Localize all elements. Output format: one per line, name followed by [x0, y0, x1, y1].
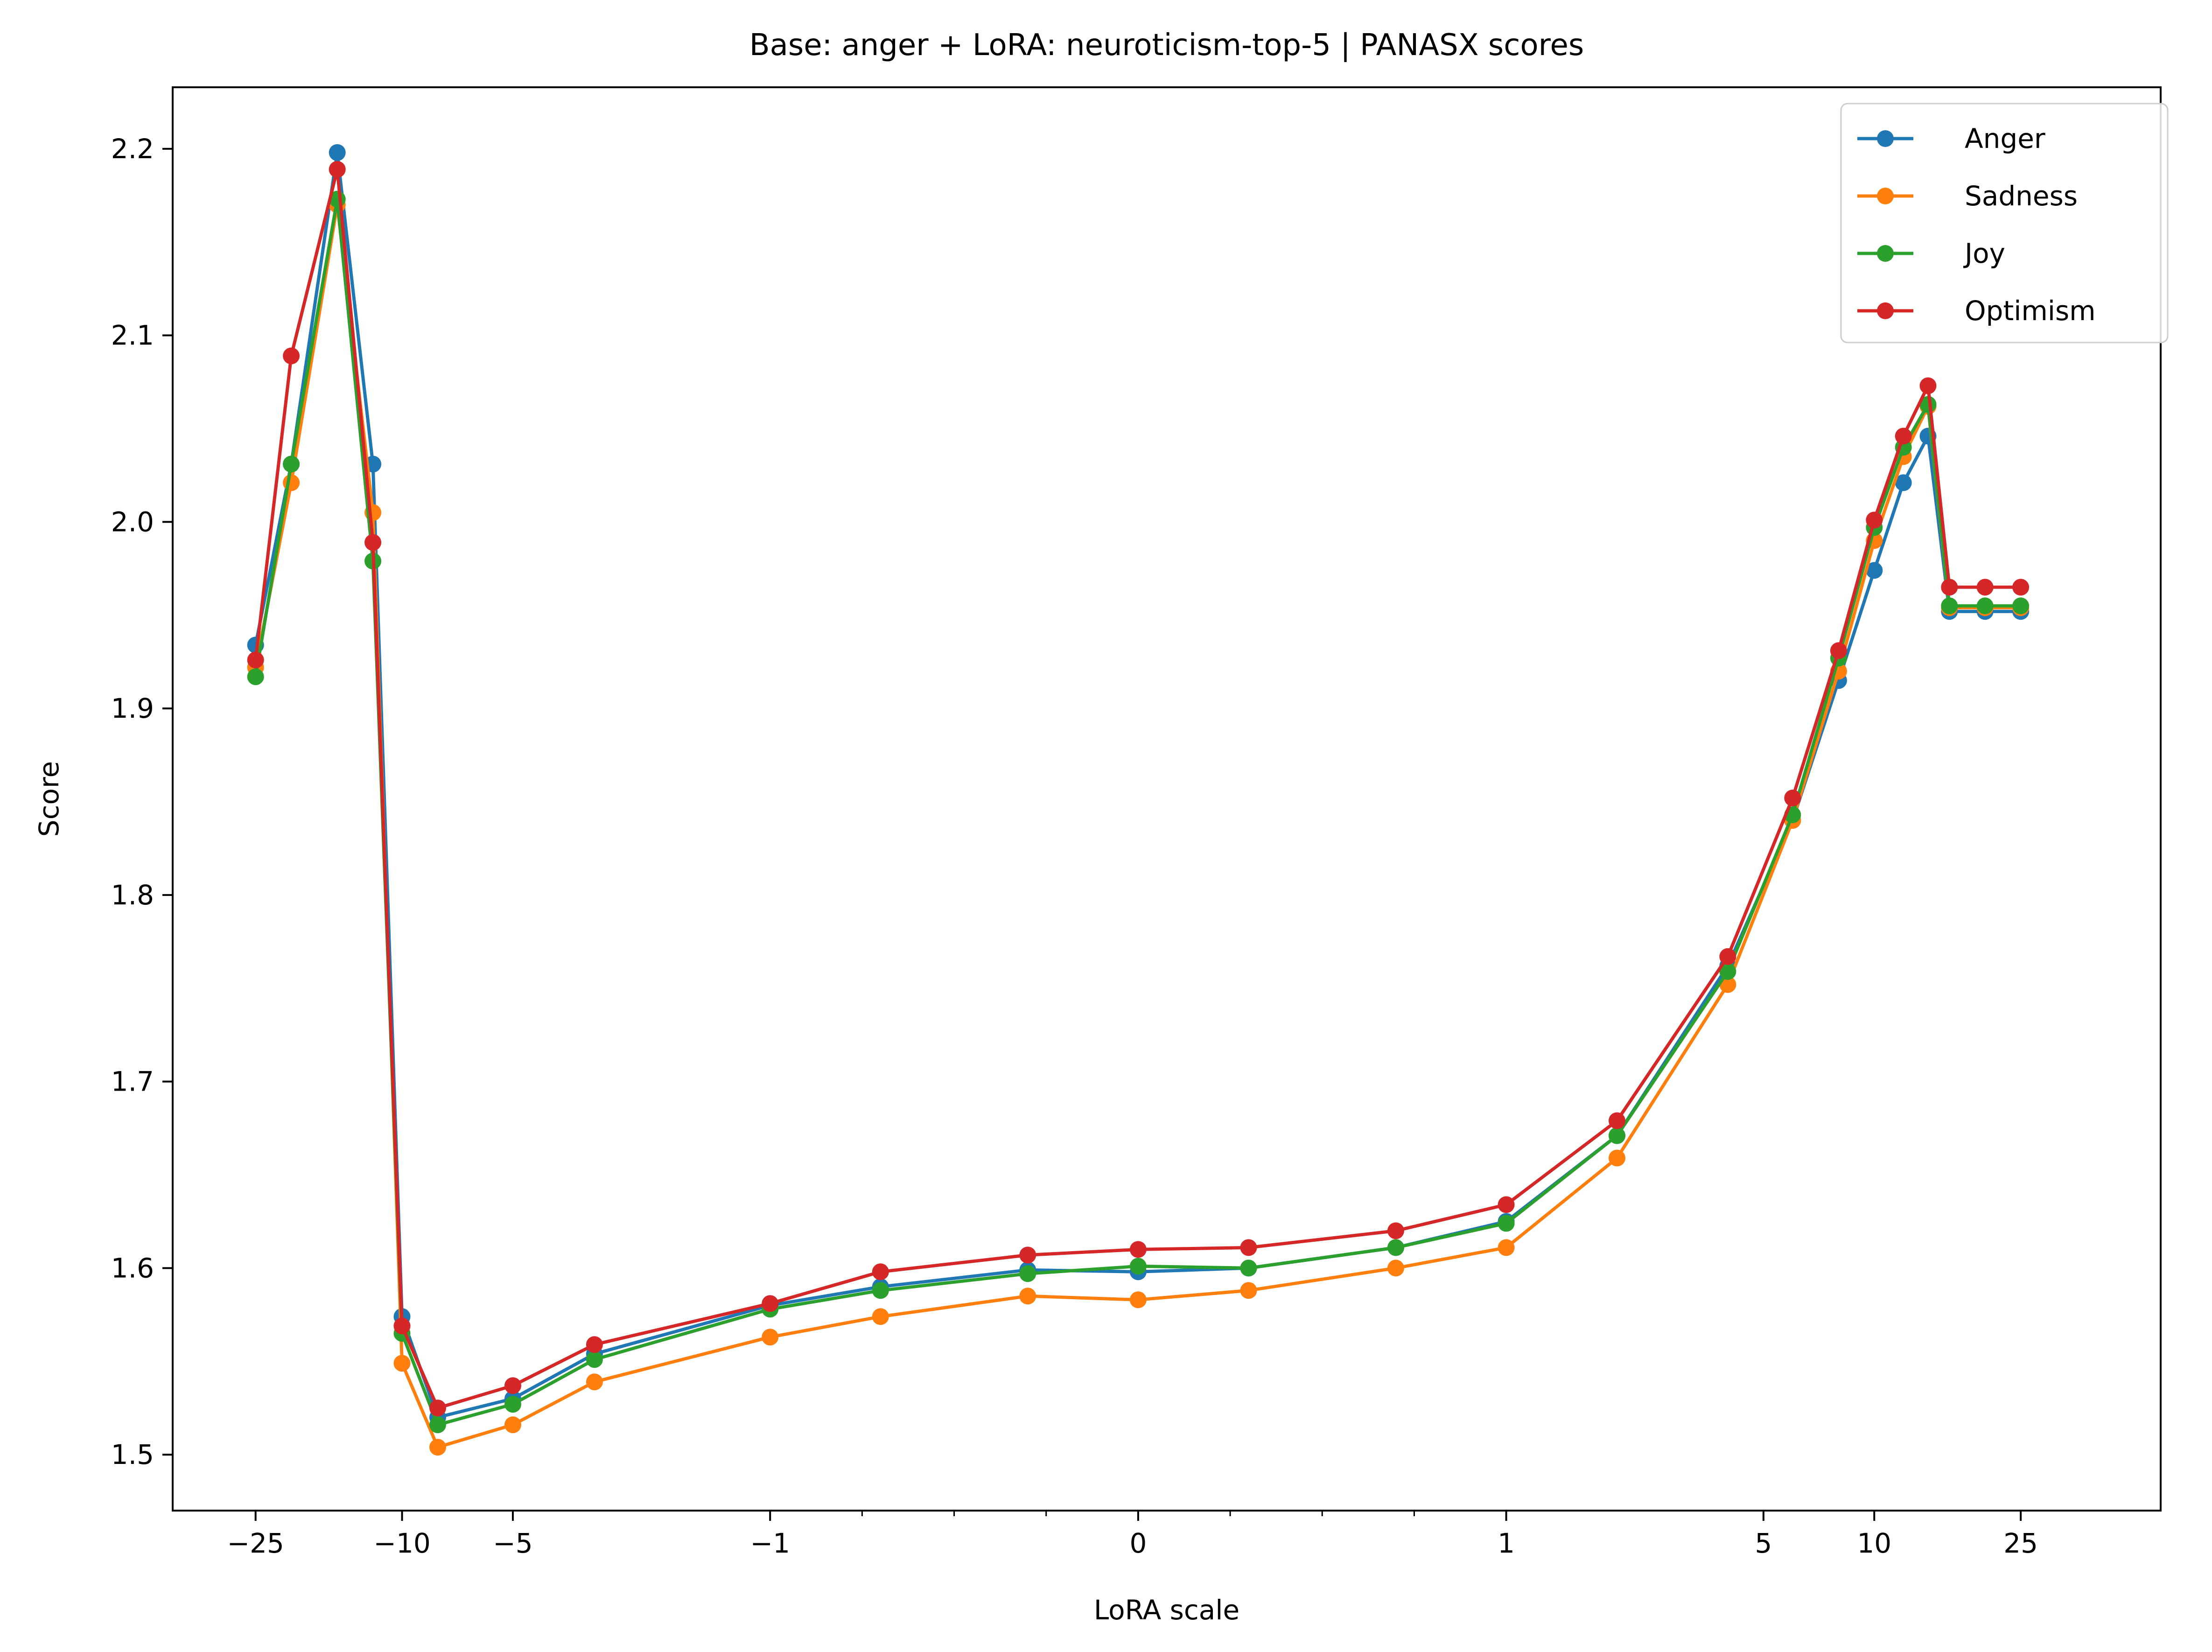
data-point — [393, 1355, 411, 1372]
data-point — [1387, 1239, 1404, 1256]
y-tick-label: 2.0 — [111, 506, 154, 538]
y-tick-label: 1.8 — [111, 879, 154, 911]
legend-swatch-marker — [1877, 130, 1894, 147]
data-point — [283, 347, 300, 364]
data-point — [1919, 396, 1937, 413]
data-point — [872, 1308, 889, 1325]
x-tick-label: 0 — [1129, 1527, 1147, 1559]
data-point — [329, 161, 346, 178]
data-point — [872, 1263, 889, 1281]
data-point — [1784, 790, 1801, 806]
data-point — [2012, 579, 2030, 596]
data-point — [586, 1373, 603, 1391]
x-axis-label: LoRA scale — [1094, 1594, 1239, 1626]
data-point — [429, 1416, 446, 1434]
legend-swatch-marker — [1877, 188, 1894, 204]
data-point — [329, 144, 346, 161]
y-axis-label: Score — [33, 761, 65, 837]
y-tick-label: 2.1 — [111, 320, 154, 351]
data-point — [1129, 1241, 1147, 1258]
data-point — [1019, 1246, 1036, 1264]
data-point — [762, 1329, 779, 1346]
data-point — [2012, 597, 2030, 615]
legend-swatch-marker — [1877, 302, 1894, 319]
legend-swatch-marker — [1877, 245, 1894, 262]
data-point — [1941, 597, 1958, 615]
data-point — [283, 455, 300, 473]
legend-item-optimism: Optimism — [1857, 295, 2096, 327]
legend-box — [1840, 103, 2169, 343]
x-tick-label: −1 — [750, 1527, 790, 1559]
series-optimism — [247, 161, 2030, 1417]
legend-label: Joy — [1963, 238, 2005, 269]
data-point — [1498, 1196, 1515, 1213]
chart-title: Base: anger + LoRA: neuroticism-top-5 | … — [749, 28, 1584, 63]
legend: Anger Sadness Joy Optimism — [1840, 103, 2169, 343]
data-point — [1609, 1149, 1625, 1167]
data-point — [504, 1396, 521, 1413]
data-point — [1019, 1288, 1036, 1305]
data-point — [1895, 474, 1912, 491]
legend-label: Sadness — [1965, 180, 2078, 212]
data-point — [762, 1295, 779, 1312]
data-point — [586, 1336, 603, 1353]
data-point — [504, 1377, 521, 1394]
data-point — [429, 1439, 446, 1456]
data-point — [1240, 1239, 1257, 1256]
y-tick-label: 1.7 — [111, 1066, 154, 1098]
x-tick-label: 1 — [1498, 1527, 1515, 1559]
x-tick-label: 5 — [1755, 1527, 1772, 1559]
data-point — [1866, 511, 1883, 529]
data-point — [1129, 1291, 1147, 1309]
data-point — [872, 1282, 889, 1299]
y-tick-label: 1.6 — [111, 1252, 154, 1284]
data-point — [1498, 1215, 1515, 1232]
data-point — [393, 1317, 411, 1335]
plot-frame — [172, 86, 2162, 1512]
data-point — [429, 1400, 446, 1417]
data-point — [1719, 963, 1736, 980]
data-point — [1719, 948, 1736, 965]
data-point — [283, 474, 300, 491]
series-sadness — [247, 196, 2030, 1456]
series-layer — [247, 144, 2030, 1456]
legend-item-joy: Joy — [1857, 238, 2005, 269]
data-point — [1498, 1239, 1515, 1256]
data-point — [1019, 1265, 1036, 1282]
y-tick-label: 2.2 — [111, 133, 154, 165]
data-point — [1866, 562, 1883, 579]
data-point — [1919, 377, 1937, 394]
legend-label: Anger — [1965, 123, 2045, 154]
x-tick-label: 10 — [1857, 1527, 1891, 1559]
y-tick-label: 1.5 — [111, 1439, 154, 1470]
data-point — [1976, 597, 1994, 615]
data-point — [247, 651, 264, 669]
data-point — [247, 668, 264, 686]
data-point — [504, 1416, 521, 1434]
data-point — [1129, 1258, 1147, 1275]
x-axis: −25 −10 −5 −1 0 1 5 10 25 — [227, 1511, 2038, 1559]
y-axis: 1.5 1.6 1.7 1.8 1.9 2.0 2.1 2.2 — [111, 133, 173, 1470]
y-tick-label: 1.9 — [111, 693, 154, 724]
data-point — [1240, 1260, 1257, 1277]
data-point — [1830, 642, 1847, 659]
data-point — [364, 534, 382, 551]
data-point — [1976, 579, 1994, 596]
data-point — [1240, 1282, 1257, 1299]
data-point — [1941, 579, 1958, 596]
x-tick-label: −5 — [493, 1527, 533, 1559]
data-point — [1387, 1222, 1404, 1239]
legend-label: Optimism — [1965, 295, 2096, 327]
x-tick-label: 25 — [2003, 1527, 2038, 1559]
legend-item-sadness: Sadness — [1857, 180, 2078, 212]
data-point — [1609, 1127, 1625, 1144]
data-point — [586, 1351, 603, 1368]
data-point — [1387, 1260, 1404, 1277]
legend-item-anger: Anger — [1857, 123, 2045, 154]
x-tick-label: −10 — [373, 1527, 430, 1559]
data-point — [1609, 1112, 1625, 1129]
data-point — [1895, 427, 1912, 445]
x-tick-label: −25 — [227, 1527, 284, 1559]
